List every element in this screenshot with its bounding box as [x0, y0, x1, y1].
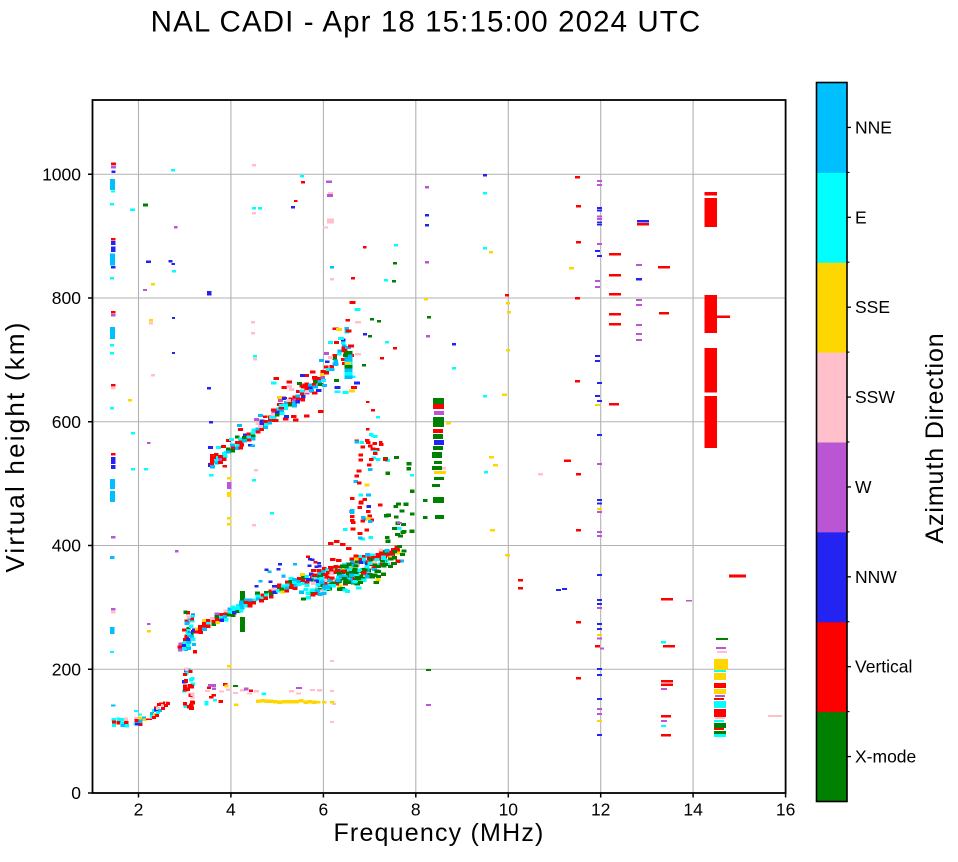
svg-text:14: 14 [683, 800, 703, 820]
svg-text:600: 600 [52, 412, 81, 432]
svg-text:Frequency (MHz): Frequency (MHz) [333, 819, 544, 847]
svg-text:10: 10 [499, 800, 519, 820]
svg-text:1000: 1000 [42, 164, 81, 184]
svg-text:6: 6 [319, 800, 329, 820]
svg-text:8: 8 [411, 800, 421, 820]
svg-text:Virtual height (km): Virtual height (km) [0, 320, 30, 572]
svg-text:NAL CADI - Apr 18 15:15:00 202: NAL CADI - Apr 18 15:15:00 2024 UTC [151, 6, 702, 39]
svg-text:NNW: NNW [855, 567, 897, 587]
svg-text:800: 800 [52, 288, 81, 308]
svg-text:200: 200 [52, 660, 81, 680]
svg-text:W: W [855, 477, 872, 497]
svg-text:Vertical: Vertical [855, 657, 912, 677]
svg-text:16: 16 [776, 800, 795, 820]
svg-text:4: 4 [226, 800, 236, 820]
svg-text:Azimuth Direction: Azimuth Direction [921, 332, 949, 543]
svg-text:2: 2 [134, 800, 144, 820]
svg-text:E: E [855, 207, 867, 227]
svg-text:SSW: SSW [855, 387, 895, 407]
svg-text:X-mode: X-mode [855, 747, 916, 767]
svg-text:SSE: SSE [855, 297, 890, 317]
svg-text:400: 400 [52, 536, 81, 556]
svg-text:NNE: NNE [855, 117, 892, 137]
svg-text:0: 0 [71, 783, 81, 803]
svg-text:12: 12 [591, 800, 610, 820]
